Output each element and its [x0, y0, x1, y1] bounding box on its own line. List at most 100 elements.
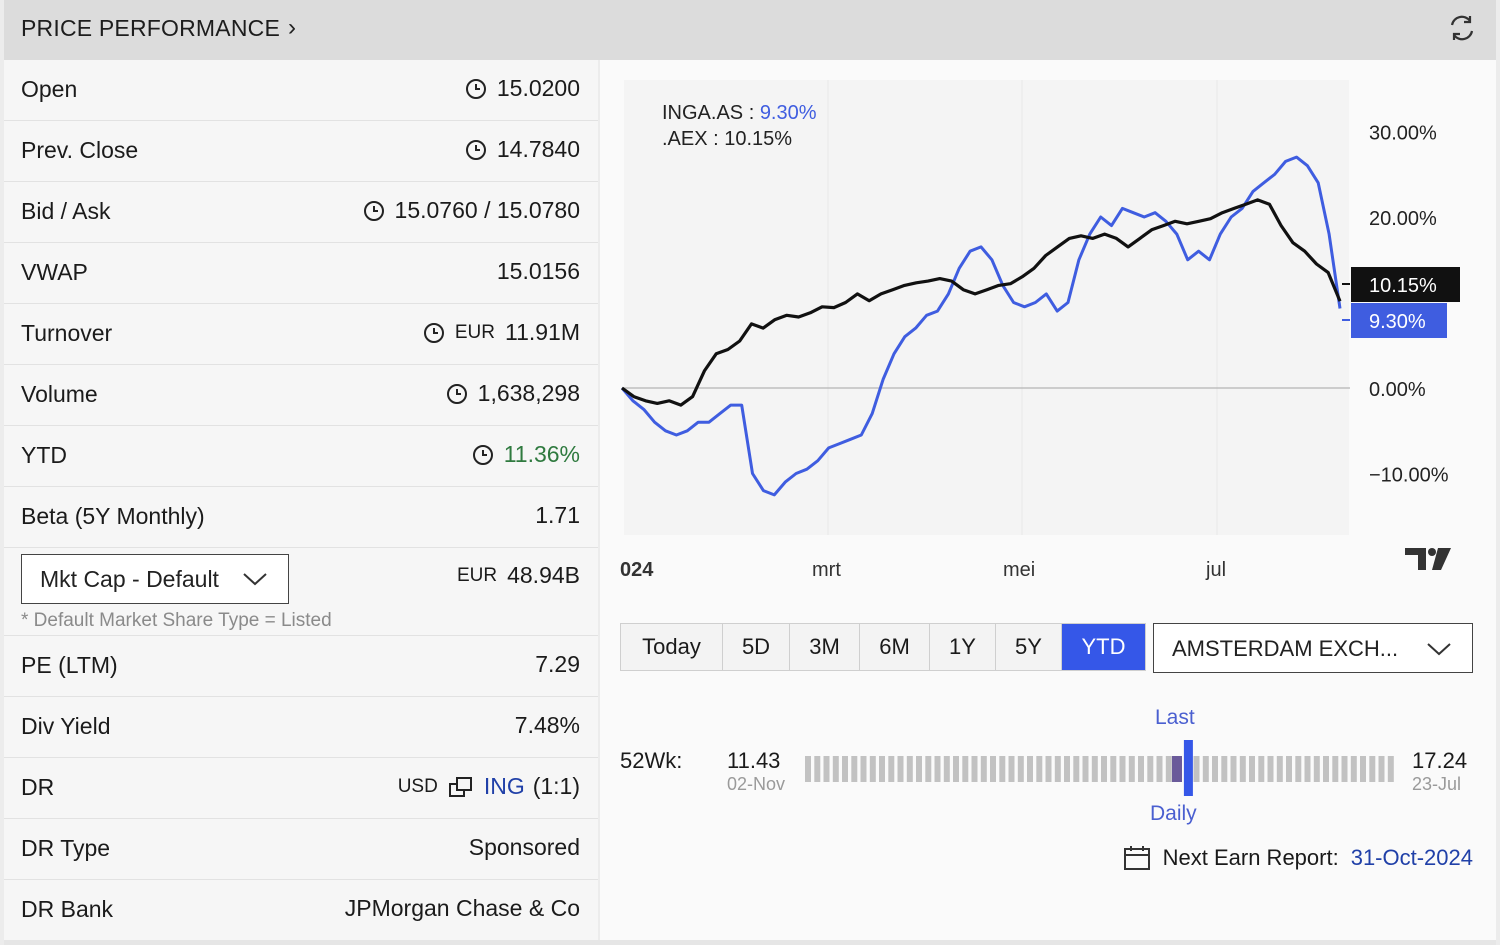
stat-label: DR Type	[21, 835, 111, 861]
stat-value: 15.0760 / 15.0780	[363, 197, 580, 224]
clock-icon	[446, 383, 467, 404]
y-tick-label: 0.00%	[1369, 379, 1426, 401]
range-tick	[1165, 756, 1172, 782]
range-tick	[1202, 756, 1209, 782]
range-tick	[1221, 756, 1228, 782]
range-tick	[943, 756, 950, 782]
wk52-label: 52Wk:	[620, 748, 683, 773]
stat-value: 11.36%	[472, 441, 580, 468]
series-line-ingaas[interactable]	[620, 155, 1342, 497]
stat-value: 1,638,298	[446, 380, 580, 407]
stat-label: VWAP	[21, 259, 88, 285]
range-tick	[999, 756, 1006, 782]
range-tick	[1239, 756, 1246, 782]
range-button-5y[interactable]: 5Y	[996, 624, 1062, 670]
range-tick	[805, 756, 811, 782]
stat-row-open: Open 15.0200	[4, 60, 598, 121]
range-button-ytd[interactable]: YTD	[1062, 624, 1145, 670]
range-tick	[916, 756, 922, 782]
range-tick	[1036, 756, 1043, 782]
wk52-low-value: 11.43	[727, 748, 781, 773]
refresh-icon[interactable]	[1446, 12, 1478, 44]
range-button-6m[interactable]: 6M	[860, 624, 930, 670]
exchange-select-label: AMSTERDAM EXCH...	[1172, 636, 1399, 661]
stat-number: 15.0156	[496, 258, 580, 284]
clock-icon	[363, 200, 384, 221]
range-tick	[814, 756, 821, 782]
range-tick	[879, 756, 885, 782]
dr-link[interactable]: ING	[483, 773, 525, 799]
last-value-label: 10.15%	[1342, 267, 1460, 302]
y-tick-label: 20.00%	[1369, 208, 1437, 230]
range-tick	[953, 756, 959, 782]
stat-row-ytd: YTD 11.36%	[4, 426, 598, 487]
range-tick	[860, 756, 867, 782]
stat-value: 15.0200	[465, 75, 580, 102]
section-title[interactable]: PRICE PERFORMANCE	[21, 15, 280, 41]
dr-currency: USD	[397, 775, 438, 797]
range-tick	[1008, 756, 1015, 782]
range-button-today[interactable]: Today	[621, 624, 723, 670]
mkt-cap-select[interactable]: Mkt Cap - Default	[21, 554, 289, 604]
range-tick	[1119, 756, 1126, 782]
stat-value: USD ING (1:1)	[398, 773, 580, 800]
range-tick	[1267, 756, 1274, 782]
stat-row-div-yield: Div Yield 7.48%	[4, 697, 598, 758]
earn-date-link[interactable]: 31-Oct-2024	[1350, 845, 1473, 870]
exchange-select[interactable]: AMSTERDAM EXCH...	[1153, 623, 1473, 673]
range-button-5d[interactable]: 5D	[723, 624, 790, 670]
range-selector: Today 5D 3M 6M 1Y 5Y YTD	[620, 623, 1146, 671]
wk52-range-bar	[805, 740, 1394, 796]
range-tick	[1027, 756, 1033, 782]
range-button-3m[interactable]: 3M	[790, 624, 860, 670]
stat-label: Open	[21, 76, 78, 102]
clock-icon	[472, 444, 493, 465]
clock-icon	[465, 78, 486, 99]
range-tick	[1193, 756, 1200, 782]
x-tick-label: mei	[1003, 559, 1035, 581]
dr-ratio: (1:1)	[532, 773, 580, 799]
external-window-icon[interactable]	[448, 776, 474, 798]
range-tick	[1156, 756, 1163, 782]
range-tick	[1341, 756, 1348, 782]
range-tick	[1350, 756, 1357, 782]
stat-row-mkt-cap: Mkt Cap - Default EUR 48.94B * Default Mark…	[4, 548, 598, 636]
tradingview-logo	[1405, 548, 1451, 570]
last-value-label: 9.30%	[1342, 303, 1447, 338]
mkt-cap-note: * Default Market Share Type = Listed	[21, 610, 332, 631]
price-chart[interactable]: 30.00% 20.00% 0.00% −10.00% 024 mrt mei jul 10.1…	[600, 60, 1496, 600]
last-value-text: 9.30%	[1369, 311, 1426, 333]
y-tick-label: −10.00%	[1369, 465, 1449, 487]
stat-prefix: EUR	[454, 321, 495, 343]
range-tick	[1258, 756, 1265, 782]
stat-row-bid-ask: Bid / Ask 15.0760 / 15.0780	[4, 182, 598, 243]
stat-row-dr: DR USD ING (1:1)	[4, 758, 598, 819]
stat-label: Volume	[21, 381, 98, 407]
range-tick	[1073, 756, 1080, 782]
stat-label: DR Bank	[21, 896, 114, 922]
legend-item-inga: INGA.AS : 9.30%	[662, 102, 817, 124]
stat-value: 7.48%	[514, 712, 580, 738]
chart-legend: INGA.AS : 9.30% .AEX : 10.15%	[662, 100, 817, 152]
next-earn-report: Next Earn Report: 31-Oct-2024	[1123, 844, 1473, 872]
stats-panel: Open 15.0200 Prev. Close 14.7840 Bid / Ask 15…	[4, 60, 598, 941]
range-tick	[897, 756, 904, 782]
range-tick	[934, 756, 941, 782]
range-tick	[1276, 756, 1283, 782]
range-tick	[1249, 756, 1255, 782]
stat-row-turnover: Turnover EUR 11.91M	[4, 304, 598, 365]
series-line-aex[interactable]	[621, 198, 1342, 407]
range-tick	[1378, 756, 1385, 782]
stat-value: 14.7840	[465, 136, 580, 163]
chevron-down-icon	[1427, 643, 1451, 656]
range-tick	[1323, 756, 1329, 782]
stat-label: PE (LTM)	[21, 652, 118, 678]
wk52-high-value: 17.24	[1412, 748, 1468, 773]
stat-row-beta-5y-monthly-: Beta (5Y Monthly) 1.71	[4, 487, 598, 548]
range-tick	[1212, 756, 1218, 782]
x-tick-label: mrt	[812, 559, 841, 581]
wk52-daily-label: Daily	[1150, 802, 1197, 825]
stat-number: 1.71	[535, 502, 580, 528]
chevron-right-icon[interactable]: ›	[288, 14, 296, 41]
range-button-1y[interactable]: 1Y	[930, 624, 996, 670]
